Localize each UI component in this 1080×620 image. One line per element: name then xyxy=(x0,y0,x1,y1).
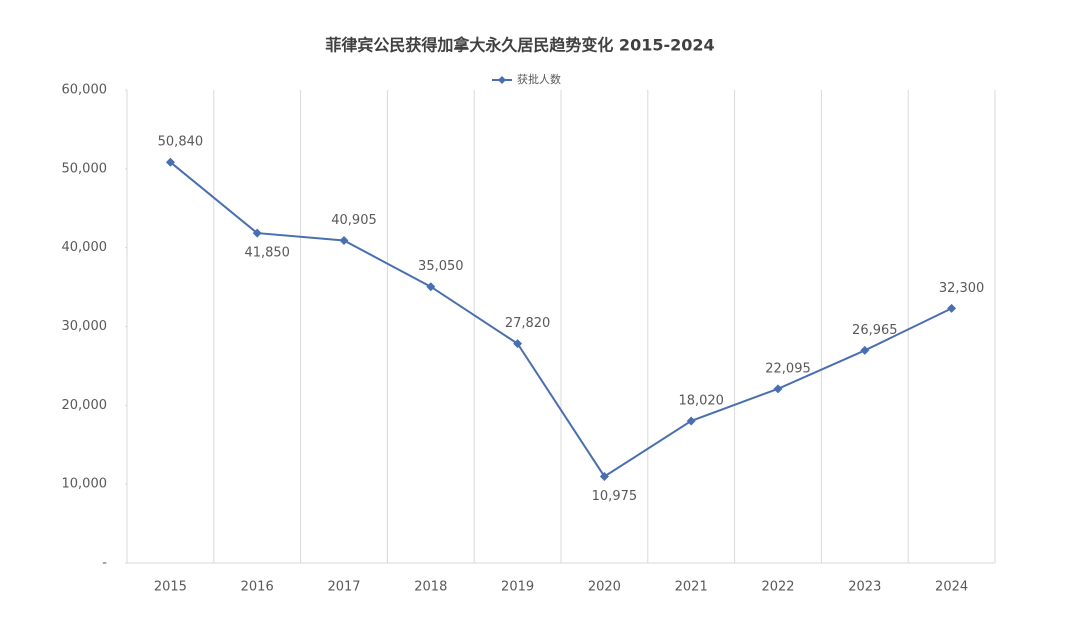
marker xyxy=(947,303,957,313)
marker xyxy=(686,416,696,426)
marker xyxy=(773,384,783,394)
data-label: 10,975 xyxy=(592,489,638,504)
marker xyxy=(339,236,349,246)
x-tick-label: 2018 xyxy=(414,580,447,595)
data-label: 26,965 xyxy=(852,323,898,338)
data-label: 41,850 xyxy=(244,246,290,261)
data-label: 27,820 xyxy=(505,316,551,331)
data-label: 35,050 xyxy=(418,259,464,274)
legend-label: 获批人数 xyxy=(517,72,561,86)
x-tick-label: 2015 xyxy=(154,580,187,595)
y-tick-label: 60,000 xyxy=(62,83,108,98)
marker xyxy=(426,282,436,292)
x-tick-label: 2020 xyxy=(588,580,621,595)
y-tick-label: - xyxy=(102,556,107,571)
marker xyxy=(165,157,175,167)
y-tick-label: 50,000 xyxy=(62,161,108,176)
data-label: 40,905 xyxy=(331,213,377,228)
y-tick-label: 10,000 xyxy=(62,477,108,492)
marker xyxy=(599,471,609,481)
x-tick-label: 2024 xyxy=(935,580,968,595)
x-tick-label: 2019 xyxy=(501,580,534,595)
x-tick-label: 2021 xyxy=(675,580,708,595)
x-tick-label: 2017 xyxy=(327,580,360,595)
x-tick-label: 2022 xyxy=(761,580,794,595)
data-label: 18,020 xyxy=(678,393,724,408)
line xyxy=(169,161,953,478)
legend-marker xyxy=(498,76,506,84)
data-label: 32,300 xyxy=(939,281,985,296)
x-tick-label: 2023 xyxy=(848,580,881,595)
y-tick-label: 30,000 xyxy=(62,319,108,334)
x-tick-label: 2016 xyxy=(241,580,274,595)
data-label: 50,840 xyxy=(158,135,204,150)
y-tick-label: 20,000 xyxy=(62,398,108,413)
marker xyxy=(860,345,870,355)
marker xyxy=(513,339,523,349)
chart-title: 菲律宾公民获得加拿大永久居民趋势变化 2015-2024 xyxy=(325,36,714,55)
y-tick-label: 40,000 xyxy=(62,240,108,255)
data-label: 22,095 xyxy=(765,361,811,376)
marker xyxy=(252,228,262,238)
